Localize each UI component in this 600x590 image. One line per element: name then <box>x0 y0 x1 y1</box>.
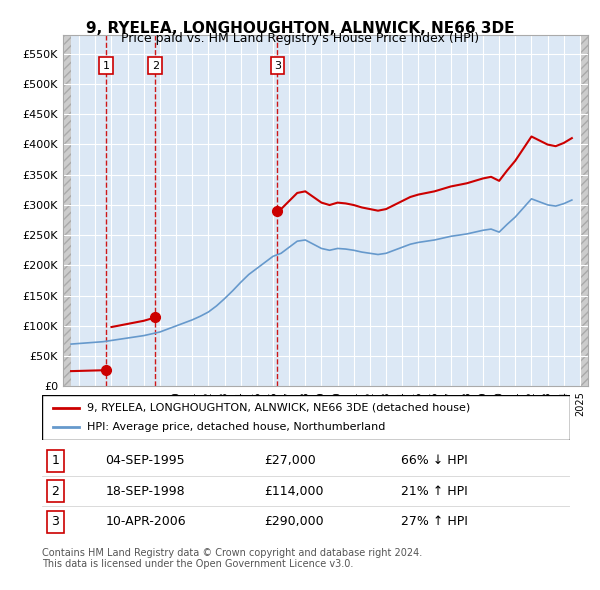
Text: This data is licensed under the Open Government Licence v3.0.: This data is licensed under the Open Gov… <box>42 559 353 569</box>
Text: HPI: Average price, detached house, Northumberland: HPI: Average price, detached house, Nort… <box>87 422 385 432</box>
Text: 21% ↑ HPI: 21% ↑ HPI <box>401 484 468 498</box>
Text: 10-APR-2006: 10-APR-2006 <box>106 515 186 528</box>
Text: 9, RYELEA, LONGHOUGHTON, ALNWICK, NE66 3DE (detached house): 9, RYELEA, LONGHOUGHTON, ALNWICK, NE66 3… <box>87 403 470 412</box>
Text: 2: 2 <box>152 61 159 71</box>
Text: £27,000: £27,000 <box>264 454 316 467</box>
Text: 2: 2 <box>51 484 59 498</box>
Bar <box>63 35 71 386</box>
Text: 1: 1 <box>51 454 59 467</box>
Text: Contains HM Land Registry data © Crown copyright and database right 2024.: Contains HM Land Registry data © Crown c… <box>42 548 422 558</box>
Text: 04-SEP-1995: 04-SEP-1995 <box>106 454 185 467</box>
Text: 66% ↓ HPI: 66% ↓ HPI <box>401 454 468 467</box>
FancyBboxPatch shape <box>42 395 570 440</box>
Text: 1: 1 <box>103 61 110 71</box>
Text: 9, RYELEA, LONGHOUGHTON, ALNWICK, NE66 3DE: 9, RYELEA, LONGHOUGHTON, ALNWICK, NE66 3… <box>86 21 514 35</box>
Text: £290,000: £290,000 <box>264 515 323 528</box>
Text: 18-SEP-1998: 18-SEP-1998 <box>106 484 185 498</box>
Text: Price paid vs. HM Land Registry's House Price Index (HPI): Price paid vs. HM Land Registry's House … <box>121 32 479 45</box>
Text: £114,000: £114,000 <box>264 484 323 498</box>
Text: 27% ↑ HPI: 27% ↑ HPI <box>401 515 468 528</box>
Text: 3: 3 <box>274 61 281 71</box>
Text: 3: 3 <box>51 515 59 528</box>
Bar <box>580 35 588 386</box>
